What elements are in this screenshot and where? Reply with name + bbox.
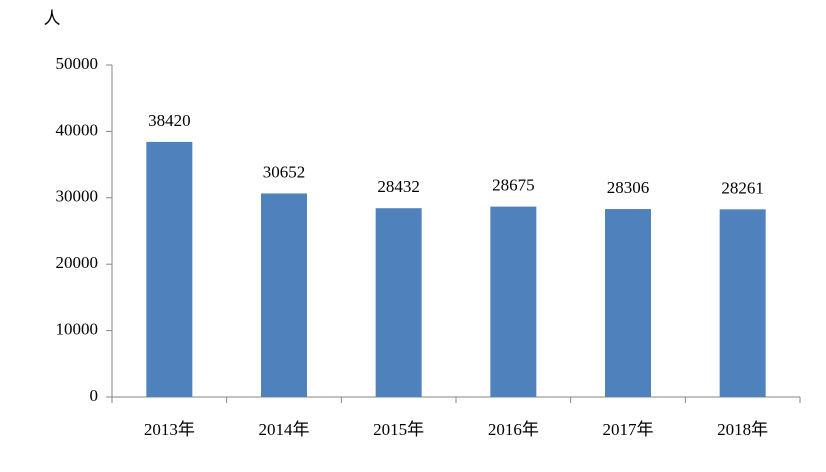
y-tick-label: 30000 [56, 187, 99, 206]
x-tick-label: 2015年 [373, 420, 424, 439]
bar [490, 206, 537, 397]
data-label: 28432 [377, 177, 420, 196]
y-tick-label: 20000 [56, 253, 99, 272]
y-tick-label: 40000 [56, 120, 99, 139]
x-tick-label: 2016年 [488, 420, 539, 439]
data-label: 28306 [607, 178, 650, 197]
y-tick-label: 10000 [56, 320, 99, 339]
bar [719, 209, 766, 397]
bar [261, 193, 307, 397]
y-axis-label: 人 [44, 9, 61, 28]
y-tick-label: 50000 [56, 54, 99, 73]
x-tick-label: 2014年 [259, 420, 310, 439]
data-label: 30652 [263, 162, 306, 181]
data-label: 28675 [492, 176, 535, 195]
x-tick-label: 2018年 [717, 420, 768, 439]
x-tick-label: 2017年 [603, 420, 654, 439]
bar [375, 208, 422, 397]
data-label: 38420 [148, 111, 191, 130]
data-label: 28261 [721, 178, 764, 197]
y-tick-label: 0 [90, 386, 99, 405]
x-tick-label: 2013年 [144, 420, 195, 439]
bar [605, 209, 651, 397]
bar [146, 141, 193, 397]
